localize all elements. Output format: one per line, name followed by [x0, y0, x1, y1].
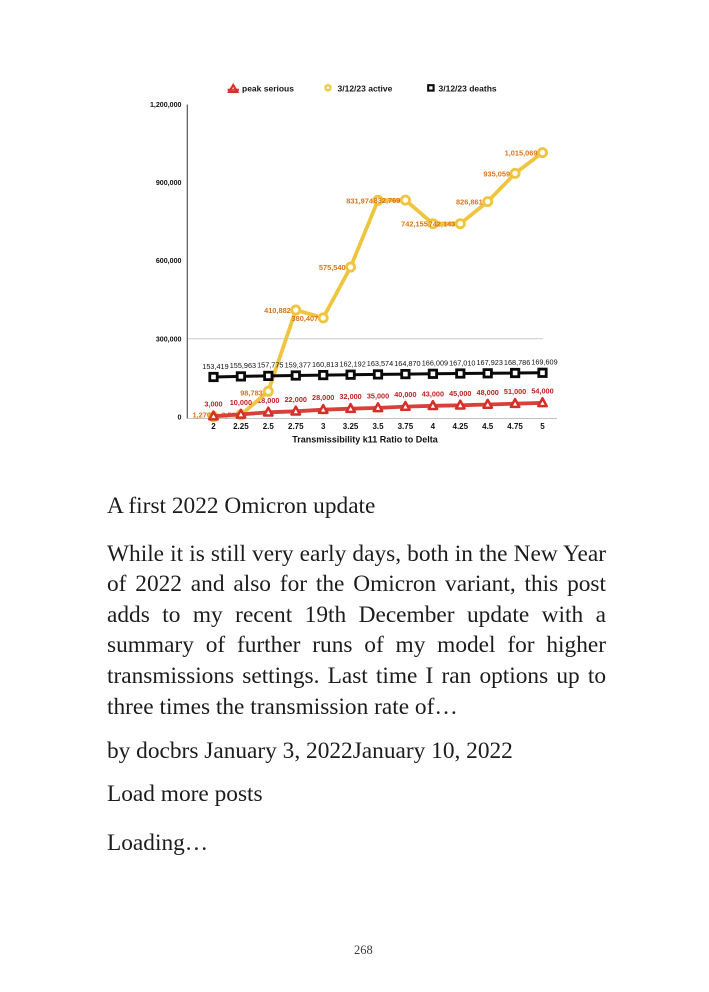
svg-text:4.25: 4.25: [453, 422, 469, 431]
svg-text:5: 5: [540, 422, 545, 431]
svg-text:1,270: 1,270: [193, 410, 212, 419]
svg-text:3/12/23 deaths: 3/12/23 deaths: [439, 83, 497, 93]
svg-text:18,000: 18,000: [257, 396, 279, 405]
svg-text:300,000: 300,000: [156, 335, 182, 343]
svg-text:575,540: 575,540: [319, 263, 346, 272]
svg-text:51,000: 51,000: [504, 387, 526, 396]
svg-text:159,377: 159,377: [285, 360, 311, 369]
svg-text:4: 4: [431, 422, 436, 431]
svg-text:167,923: 167,923: [477, 358, 503, 367]
svg-text:831,974: 831,974: [346, 196, 374, 205]
svg-text:169,609: 169,609: [531, 358, 557, 367]
svg-text:742,143: 742,143: [429, 220, 456, 229]
svg-text:164,870: 164,870: [394, 359, 420, 368]
svg-text:4.75: 4.75: [507, 422, 523, 431]
svg-text:935,059: 935,059: [483, 169, 510, 178]
svg-text:10,000: 10,000: [230, 398, 252, 407]
svg-text:45,000: 45,000: [449, 389, 471, 398]
svg-text:163,574: 163,574: [367, 359, 393, 368]
svg-text:peak serious: peak serious: [242, 83, 294, 93]
svg-text:40,000: 40,000: [394, 390, 416, 399]
svg-text:380,407: 380,407: [291, 314, 318, 323]
svg-text:1,015,069: 1,015,069: [505, 149, 538, 158]
svg-text:410,882: 410,882: [264, 306, 291, 315]
svg-text:900,000: 900,000: [156, 179, 182, 187]
svg-text:3/12/23 active: 3/12/23 active: [338, 83, 393, 93]
svg-text:2.75: 2.75: [288, 422, 304, 431]
svg-text:Transmissibility k11 Ratio to: Transmissibility k11 Ratio to Delta: [292, 435, 439, 445]
svg-text:153,419: 153,419: [202, 362, 228, 371]
svg-text:54,000: 54,000: [531, 386, 553, 395]
svg-text:3,000: 3,000: [204, 400, 222, 409]
svg-text:2.5: 2.5: [263, 422, 275, 431]
svg-text:157,775: 157,775: [257, 361, 283, 370]
svg-text:4.5: 4.5: [482, 422, 494, 431]
svg-text:3.25: 3.25: [343, 422, 359, 431]
svg-text:1,200,000: 1,200,000: [150, 101, 182, 109]
svg-text:48,000: 48,000: [477, 388, 499, 397]
svg-text:98,783: 98,783: [240, 389, 263, 398]
svg-text:162,192: 162,192: [339, 360, 365, 369]
svg-text:3: 3: [321, 422, 326, 431]
svg-text:22,000: 22,000: [285, 395, 307, 404]
svg-text:2: 2: [211, 422, 216, 431]
svg-text:3.75: 3.75: [398, 422, 414, 431]
svg-text:3.5: 3.5: [372, 422, 384, 431]
svg-text:166,009: 166,009: [422, 359, 448, 368]
svg-text:35,000: 35,000: [367, 391, 389, 400]
svg-text:160,813: 160,813: [312, 360, 338, 369]
svg-text:832,769: 832,769: [374, 196, 401, 205]
svg-text:600,000: 600,000: [156, 257, 182, 265]
svg-text:168,786: 168,786: [504, 358, 530, 367]
svg-text:0: 0: [178, 414, 182, 422]
svg-text:826,861: 826,861: [456, 198, 483, 207]
svg-text:2.25: 2.25: [233, 422, 249, 431]
svg-text:742,155: 742,155: [401, 220, 428, 229]
svg-text:28,000: 28,000: [312, 393, 334, 402]
svg-text:32,000: 32,000: [339, 392, 361, 401]
svg-text:43,000: 43,000: [422, 389, 444, 398]
svg-text:167,010: 167,010: [449, 358, 475, 367]
svg-text:155,963: 155,963: [230, 361, 256, 370]
